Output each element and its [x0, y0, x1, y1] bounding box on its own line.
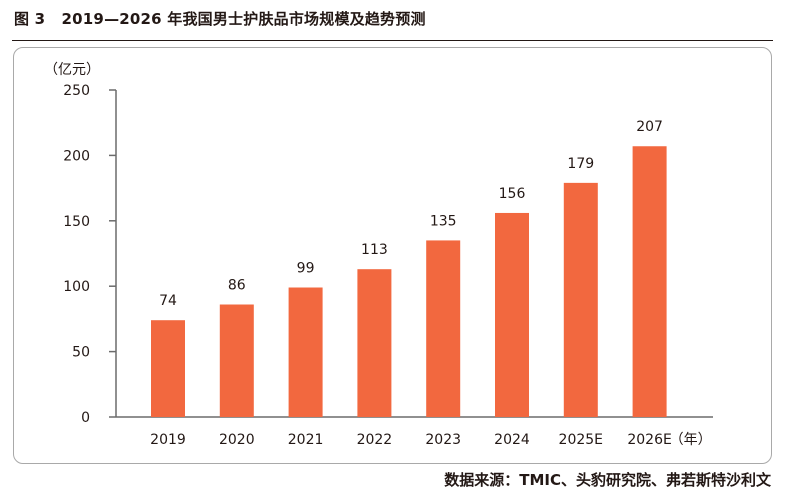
- data-label-2021: 99: [297, 261, 315, 277]
- y-tick-label-0: 0: [81, 410, 90, 426]
- data-label-2025E: 179: [567, 156, 594, 172]
- y-tick-label-200: 200: [63, 148, 90, 164]
- y-axis-label: （亿元）: [44, 62, 100, 78]
- y-tick-label-150: 150: [63, 214, 90, 230]
- data-label-2024: 156: [499, 186, 526, 202]
- bar-2023: [426, 240, 461, 417]
- bar-2025E: [563, 182, 598, 417]
- x-tick-label-2022: 2022: [357, 432, 393, 448]
- bar-2021: [288, 287, 323, 417]
- bar-2022: [357, 269, 392, 417]
- bar-2026E: [632, 146, 667, 417]
- data-label-2019: 74: [159, 293, 177, 309]
- y-tick-label-250: 250: [63, 83, 90, 99]
- data-label-2023: 135: [430, 213, 457, 229]
- data-label-2026E: 207: [636, 119, 663, 135]
- bar-2024: [495, 212, 529, 417]
- data-label-2022: 113: [361, 242, 388, 258]
- x-tick-label-2024: 2024: [494, 432, 530, 448]
- data-source: 数据来源：TMIC、头豹研究院、弗若斯特沙利文: [444, 471, 771, 489]
- chart-frame: [13, 47, 772, 464]
- data-label-2020: 86: [228, 278, 246, 294]
- x-tick-label-2025E: 2025E: [559, 432, 603, 448]
- x-tick-label-2021: 2021: [288, 432, 324, 448]
- bar-2019: [151, 320, 185, 417]
- figure-title: 图 3 2019—2026 年我国男士护肤品市场规模及趋势预测: [14, 10, 426, 28]
- y-tick-label-50: 50: [72, 345, 90, 361]
- x-tick-label-2026E: 2026E: [627, 432, 671, 448]
- bar-2020: [219, 304, 254, 417]
- x-axis-label: （年）: [670, 432, 712, 448]
- y-tick-label-100: 100: [63, 279, 90, 295]
- x-tick-label-2019: 2019: [150, 432, 186, 448]
- x-tick-label-2023: 2023: [425, 432, 461, 448]
- title-divider: [12, 40, 773, 41]
- x-tick-label-2020: 2020: [219, 432, 255, 448]
